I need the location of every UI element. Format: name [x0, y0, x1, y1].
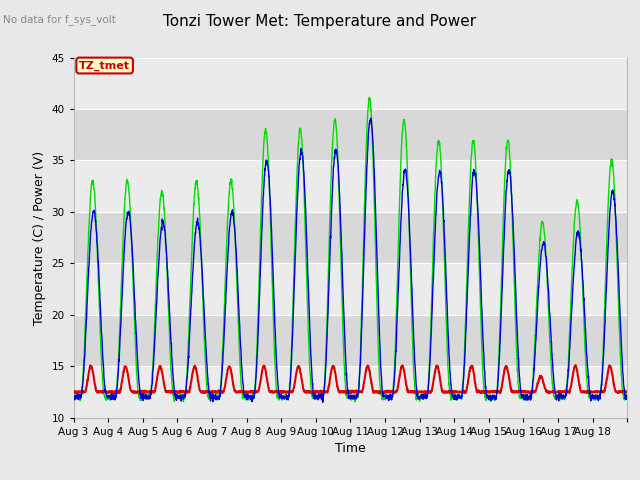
Y-axis label: Temperature (C) / Power (V): Temperature (C) / Power (V): [33, 151, 46, 324]
Text: No data for f_sys_volt: No data for f_sys_volt: [3, 14, 116, 25]
Bar: [74, 58, 627, 109]
Bar: [74, 160, 627, 212]
Bar: [74, 109, 627, 160]
Bar: [74, 212, 627, 264]
Bar: [74, 366, 627, 418]
Text: TZ_tmet: TZ_tmet: [79, 60, 130, 71]
Bar: [74, 264, 627, 315]
Text: Tonzi Tower Met: Temperature and Power: Tonzi Tower Met: Temperature and Power: [163, 14, 477, 29]
Bar: [74, 315, 627, 366]
X-axis label: Time: Time: [335, 442, 366, 455]
